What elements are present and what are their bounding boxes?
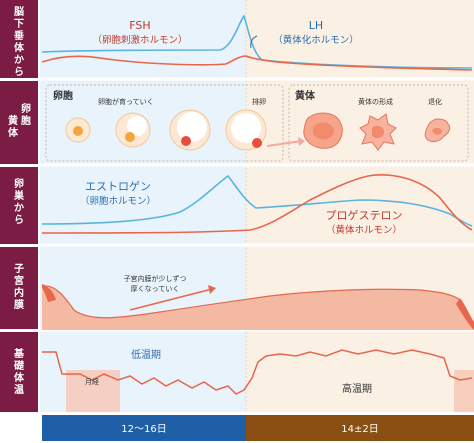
corpus-luteum-icon xyxy=(359,113,397,151)
svg-text:膜: 膜 xyxy=(14,298,24,311)
corpus-forming-label: 黄体の形成 xyxy=(358,97,393,106)
endometrium-note-line2: 厚くなっていく xyxy=(131,285,180,293)
svg-text:胞: 胞 xyxy=(20,114,31,127)
svg-text:下: 下 xyxy=(14,18,24,30)
svg-text:ら: ら xyxy=(14,66,24,78)
estrogen-desc: （卵胞ホルモン） xyxy=(80,195,156,207)
arrow-right-icon xyxy=(298,137,305,146)
svg-text:体: 体 xyxy=(14,371,25,384)
arrow-right-icon xyxy=(266,140,303,147)
svg-text:ら: ら xyxy=(14,214,24,226)
endometrium-edge xyxy=(41,285,474,327)
lh-leader-line xyxy=(250,35,258,49)
svg-text:か: か xyxy=(14,202,24,214)
menses-band-right xyxy=(454,370,474,412)
follicle-title: 卵胞 xyxy=(53,89,73,102)
lh-label: LH xyxy=(309,19,323,32)
row-label-temperature: 基 礎 体 温 xyxy=(13,347,25,396)
menses-band-left xyxy=(66,370,120,412)
regression-label: 退化 xyxy=(428,97,442,106)
svg-text:礎: 礎 xyxy=(13,359,25,372)
progesterone-desc: （黄体ホルモン） xyxy=(326,224,402,236)
progesterone-label: プロゲステロン xyxy=(326,209,403,222)
row-label-brain: 脳 下 垂 体 か ら xyxy=(14,6,25,78)
svg-text:垂: 垂 xyxy=(14,29,24,42)
svg-text:巣: 巣 xyxy=(13,189,25,202)
row-label-ovary: 卵 胞 黄 体 xyxy=(8,102,31,139)
follicle-box xyxy=(45,84,284,162)
follicular-phase-bg xyxy=(40,0,246,412)
timeline-follicular-bar xyxy=(42,415,246,441)
row-label-endometrium: 子 宮 内 膜 xyxy=(14,263,24,311)
svg-text:卵: 卵 xyxy=(21,102,31,115)
svg-text:基: 基 xyxy=(13,347,25,360)
estrogen-label: エストロゲン xyxy=(85,180,151,193)
low-temp-label: 低温期 xyxy=(131,348,161,361)
svg-text:卵: 卵 xyxy=(14,177,24,190)
lh-desc: （黄体化ホルモン） xyxy=(273,34,359,46)
corpus-luteum-icon xyxy=(424,118,451,143)
fsh-line xyxy=(41,55,473,71)
progesterone-line xyxy=(41,174,473,234)
arrow-right-icon xyxy=(129,288,213,311)
svg-text:黄: 黄 xyxy=(8,114,18,127)
follicle-icon xyxy=(65,117,91,143)
svg-text:体: 体 xyxy=(14,41,25,54)
menses-label: 月経 xyxy=(85,377,99,386)
follicle-growing-label: 卵胞が育っていく xyxy=(98,97,154,106)
corpus-luteum-icon xyxy=(303,112,343,149)
high-temp-label: 高温期 xyxy=(342,382,372,395)
timeline-luteal-bar xyxy=(246,415,474,441)
svg-text:子: 子 xyxy=(14,263,24,275)
menses-shedding-left xyxy=(42,284,56,302)
row-label-column xyxy=(0,0,38,412)
svg-text:温: 温 xyxy=(14,383,24,396)
fsh-desc: （卵胞刺激ホルモン） xyxy=(92,34,187,46)
menses-shedding-right xyxy=(456,298,474,330)
follicle-icon xyxy=(115,112,151,148)
corpus-luteum-title: 黄体 xyxy=(295,89,316,102)
svg-text:脳: 脳 xyxy=(14,6,24,18)
timeline-right-label: 14±2日 xyxy=(341,424,378,435)
arrow-right-icon xyxy=(208,285,216,294)
svg-text:宮: 宮 xyxy=(14,274,24,287)
fsh-label: FSH xyxy=(129,19,150,32)
ovulation-icon xyxy=(225,109,267,151)
corpus-luteum-box xyxy=(288,84,469,162)
basal-temperature-line xyxy=(42,349,473,395)
row-label-ovary-hormones: 卵 巣 か ら xyxy=(13,177,25,226)
endometrium-layer xyxy=(42,285,474,330)
svg-text:体: 体 xyxy=(8,126,19,139)
timeline-left-label: 12～16日 xyxy=(121,424,166,435)
endometrium-note-line1: 子宮内膜が少しずつ xyxy=(124,274,187,283)
ovulation-label: 排卵 xyxy=(252,97,266,106)
follicle-icon xyxy=(169,109,211,151)
svg-text:内: 内 xyxy=(14,286,24,299)
estrogen-line xyxy=(41,174,473,227)
svg-text:か: か xyxy=(14,54,24,66)
